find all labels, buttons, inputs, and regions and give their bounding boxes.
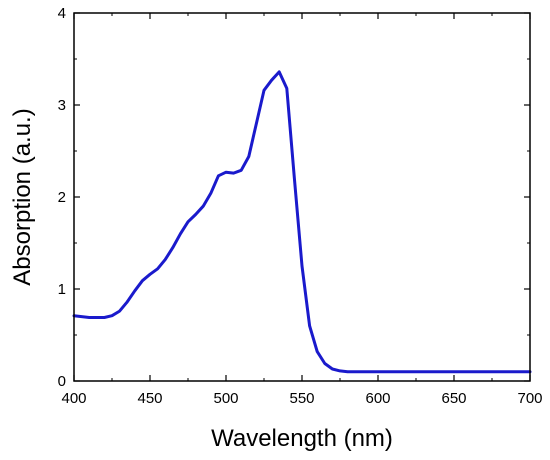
y-tick-label: 1	[58, 281, 66, 298]
x-tick-label: 450	[137, 390, 162, 407]
y-tick-label: 0	[58, 373, 66, 390]
x-tick-label: 650	[441, 390, 466, 407]
x-tick-label: 550	[289, 390, 314, 407]
y-tick-label: 4	[58, 5, 66, 22]
x-tick-label: 400	[61, 390, 86, 407]
x-tick-label: 600	[365, 390, 390, 407]
y-tick-label: 3	[58, 97, 66, 114]
tick-marks	[73, 12, 531, 382]
x-tick-label: 500	[213, 390, 238, 407]
x-axis-title: Wavelength (nm)	[211, 425, 393, 452]
tick-labels: 400 450 500 550 600 650 700 0 1 2 3 4	[58, 5, 543, 407]
x-tick-label: 700	[517, 390, 542, 407]
series-line-absorption	[72, 70, 532, 374]
y-tick-label: 2	[58, 189, 66, 206]
y-axis-title: Absorption (a.u.)	[9, 108, 36, 285]
plot-frame	[73, 12, 531, 382]
